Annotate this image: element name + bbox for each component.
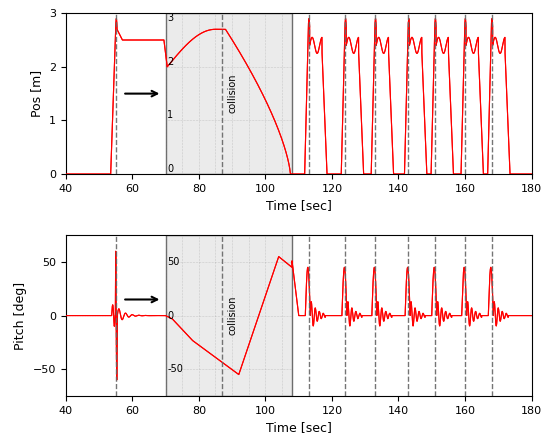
Text: collision: collision bbox=[227, 296, 237, 335]
Text: 0: 0 bbox=[167, 311, 173, 321]
Text: collision: collision bbox=[227, 74, 237, 114]
Text: 0: 0 bbox=[167, 164, 173, 174]
Text: 1: 1 bbox=[167, 110, 173, 121]
Text: -50: -50 bbox=[167, 364, 183, 374]
X-axis label: Time [sec]: Time [sec] bbox=[266, 421, 332, 434]
Bar bbox=[165, 235, 292, 396]
Y-axis label: Pitch [deg]: Pitch [deg] bbox=[14, 282, 27, 350]
Text: 2: 2 bbox=[167, 57, 174, 67]
Text: 3: 3 bbox=[167, 13, 173, 23]
Y-axis label: Pos [m]: Pos [m] bbox=[30, 70, 43, 117]
X-axis label: Time [sec]: Time [sec] bbox=[266, 199, 332, 213]
Text: 50: 50 bbox=[167, 257, 180, 267]
Bar bbox=[165, 13, 292, 174]
